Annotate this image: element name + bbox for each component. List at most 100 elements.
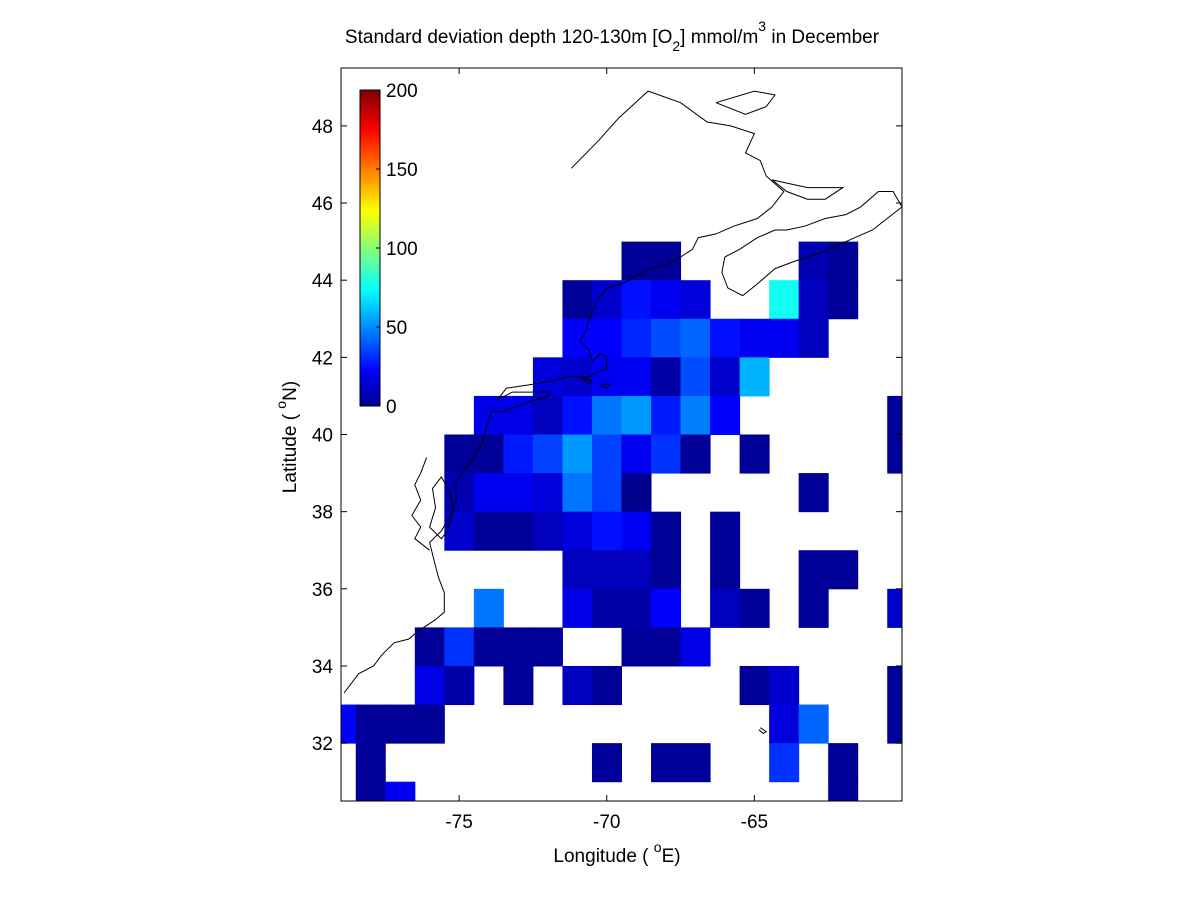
heatmap-cell [532,511,563,551]
y-tick-label: 40 [312,426,333,447]
heatmap-cell [444,665,475,706]
heatmap-cell [739,318,770,358]
heatmap-cell [562,434,593,474]
heatmap-cell [621,473,652,513]
heatmap-cell [473,511,504,551]
heatmap-cell [562,511,593,551]
heatmap-cell [562,550,593,590]
heatmap-cell [532,434,563,474]
heatmap-cell [444,627,475,667]
colorbar-tick-label: 0 [386,397,397,418]
heatmap-cell [532,627,563,667]
heatmap-cell [769,743,800,783]
chart-title: Standard deviation depth 120-130m [O2] m… [345,18,880,54]
x-tick-label: -75 [445,812,472,833]
heatmap-cell [444,473,475,513]
heatmap-cell [591,665,622,706]
heatmap-cell [591,743,622,783]
coastline-segment [758,727,768,735]
heatmap-cell [769,665,800,706]
heatmap-cell [621,357,652,397]
colorbar-tick-label: 100 [386,239,418,260]
heatmap-cell [651,357,682,397]
heatmap-cell [532,473,563,513]
heatmap-cell [355,743,386,783]
heatmap-cell [414,704,445,744]
heatmap-cell [591,395,622,435]
heatmap-cell [562,588,593,628]
heatmap-cell [473,395,504,435]
heatmap-cell [798,241,829,281]
heatmap-cell [739,588,770,628]
heatmap-cell [503,627,534,667]
heatmap-cell [651,434,682,474]
heatmap-cell [621,511,652,551]
colorbar-tick-label: 200 [386,81,418,102]
heatmap-cell [385,704,416,744]
heatmap-cell [739,665,770,706]
coastline-segment [429,475,454,540]
y-tick-label: 36 [312,580,333,601]
y-axis-ticks: 32 34 36 38 40 42 44 46 48 [312,117,902,755]
heatmap-cell [591,473,622,513]
heatmap-cell [621,280,652,320]
heatmap-cell [651,280,682,320]
coastline-segment [579,376,593,386]
heatmap-cell [769,704,800,744]
heatmap-cell [473,627,504,667]
heatmap-cell [414,627,445,667]
heatmap-cell [651,743,682,783]
heatmap-cell [739,434,770,474]
heatmap-cell [444,511,475,551]
heatmap-cell [591,318,622,358]
x-axis-ticks: -75 -70 -65 [445,68,768,833]
heatmap-cell [621,318,652,358]
heatmap-cell [473,473,504,513]
coastline-segment [343,90,785,694]
heatmap-cell [503,473,534,513]
heatmap-cell [710,511,741,551]
y-tick-label: 42 [312,348,333,369]
heatmap-cell [739,357,770,397]
y-tick-label: 34 [312,657,334,678]
heatmap-cell [621,241,652,281]
y-tick-label: 48 [312,117,333,138]
heatmap-cell [591,511,622,551]
heatmap-cell [591,588,622,628]
coastline-segment [600,383,611,389]
heatmap-cell [414,665,445,706]
heatmap-cell [651,550,682,590]
heatmap-cell [828,550,859,590]
heatmap-cell [887,588,903,628]
heatmap-cell [651,395,682,435]
heatmap-cell [798,473,829,513]
heatmap-cell [769,318,800,358]
heatmap-cell [621,627,652,667]
coastline-segment [715,90,776,115]
y-tick-label: 32 [312,734,333,755]
heatmap-cell [355,704,386,744]
heatmap-cell [562,473,593,513]
heatmap-cell [887,434,903,474]
heatmap-cell [828,743,859,783]
heatmap-cell [680,357,711,397]
heatmap-cell [355,781,386,802]
heatmap-cell [798,588,829,628]
heatmap-cell [621,588,652,628]
colorbar-tick-label: 50 [386,318,407,339]
heatmap-cell [651,588,682,628]
heatmap-cell [621,395,652,435]
heatmap-cell [710,318,741,358]
x-axis-label: Longitude ( oE) [553,839,680,867]
heatmap-cell [621,550,652,590]
heatmap-cell [591,434,622,474]
heatmap-cell [591,280,622,320]
heatmap-cell [532,357,563,397]
heatmap-cell [651,241,682,281]
heatmap-cell [473,588,504,628]
heatmap-cell [562,395,593,435]
heatmap-cell [887,395,903,435]
colorbar: 0 50 100 150 200 [359,81,418,418]
heatmap-cell [798,550,829,590]
coastline-segment [771,179,845,200]
